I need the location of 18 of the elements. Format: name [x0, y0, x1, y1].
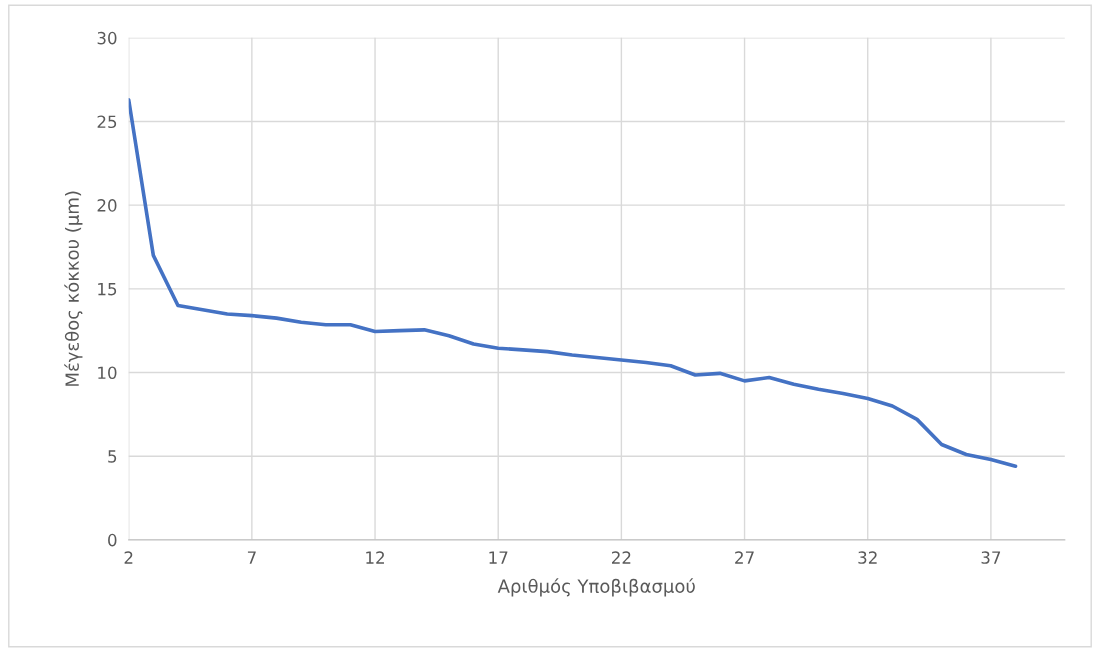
- y-tick-label: 15: [98, 283, 117, 296]
- x-tick-label: 2: [124, 551, 133, 564]
- line-series: [128, 97, 1018, 469]
- x-tick-label: 32: [858, 551, 877, 564]
- y-axis-title: Μέγεθος κόκκου (μm): [64, 191, 83, 386]
- y-tick-label: 0: [108, 533, 117, 547]
- y-tick-label: 10: [98, 366, 117, 380]
- y-tick-label: 5: [108, 450, 117, 463]
- y-tick-label: 20: [97, 199, 117, 212]
- x-tick-label: 22: [612, 551, 631, 564]
- x-tick-label: 37: [981, 551, 1001, 564]
- y-tick-label: 30: [97, 31, 117, 45]
- x-axis-title: Αριθμός Υποβιβασμού: [497, 578, 695, 597]
- x-tick-label: 12: [366, 551, 384, 564]
- x-tick-label: 27: [735, 551, 754, 564]
- x-tick-label: 7: [247, 551, 256, 564]
- y-tick-label: 25: [97, 115, 117, 129]
- x-tick-label: 17: [489, 551, 508, 564]
